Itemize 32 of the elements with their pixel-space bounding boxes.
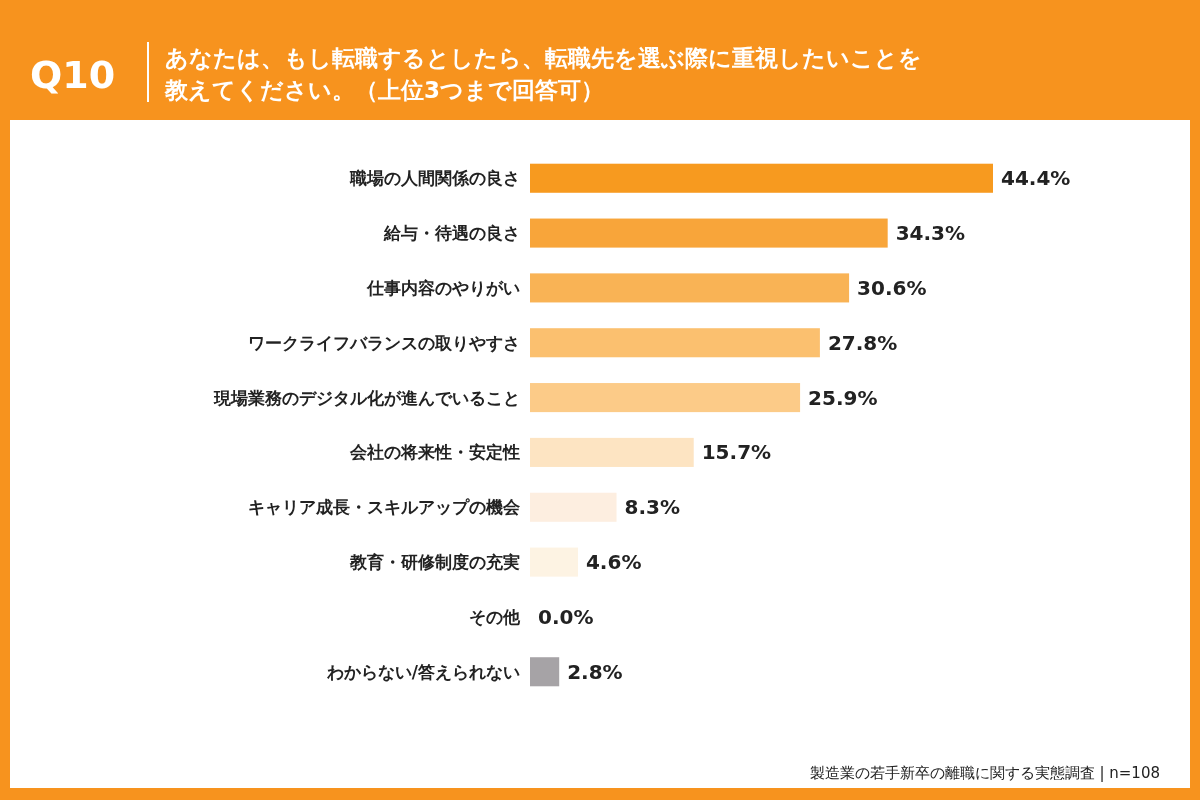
data-label: 25.9% (808, 385, 878, 410)
y-tick-label: その他 (469, 606, 521, 627)
data-label: 2.8% (567, 659, 623, 684)
y-tick-label: 職場の人間関係の良さ (349, 168, 520, 189)
data-label: 15.7% (701, 440, 772, 465)
bar (530, 547, 578, 577)
y-tick-label: 現場業務のデジタル化が進んでいること (213, 387, 520, 408)
y-tick-label: ワークライフバランスの取りやすさ (248, 332, 520, 353)
chart-subtitle: あなたは、もし転職するとしたら、転職先を選ぶ際に重視したいことを教えてください。（上位3つまで回答可） (164, 45, 922, 103)
y-tick-label: 教育・研修制度の充実 (349, 552, 520, 573)
y-tick-label: 給与・待遇の良さ (383, 223, 520, 244)
y-tick-label: わからない/答えられない (325, 661, 520, 682)
text: Q10 (30, 53, 116, 97)
bar (530, 657, 560, 687)
bar (530, 492, 617, 522)
bar (530, 383, 801, 413)
y-tick-label: キャリア成長・スキルアップの機会 (248, 497, 521, 518)
data-label: 30.6% (857, 275, 927, 300)
bar (530, 218, 888, 248)
data-label: 27.8% (827, 330, 898, 355)
bar (530, 328, 820, 358)
text: 製造業の若手新卒の離職に関する実態調査 | n=108 (809, 764, 1160, 782)
bar (530, 273, 850, 303)
data-label: 0.0% (538, 604, 594, 629)
bar (530, 437, 694, 467)
bar (530, 163, 993, 193)
data-label: 34.3% (895, 221, 966, 246)
y-tick-label: 仕事内容のやりがい (366, 277, 520, 298)
data-label: 44.4% (1001, 166, 1071, 191)
data-label: 8.3% (624, 495, 681, 520)
y-tick-label: 会社の将来性・安定性 (349, 442, 520, 463)
data-label: 4.6% (585, 550, 642, 575)
